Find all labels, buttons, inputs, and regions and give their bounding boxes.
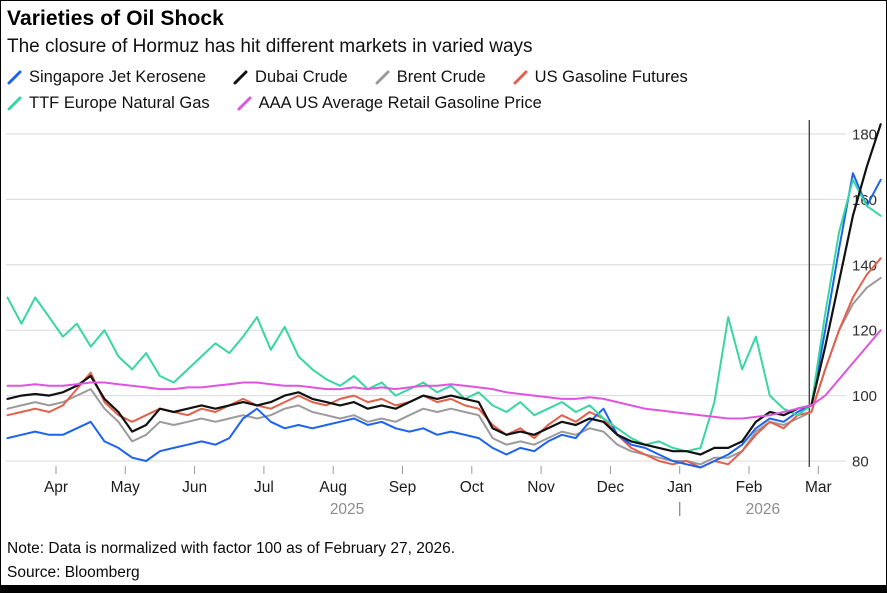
x-axis-label: May [111,479,141,496]
line-chart: 80 100 120 140 160 180 Apr May Jun Jul Aug Sep Oct No… [6,120,886,527]
x-axis-label: Aug [319,479,347,496]
year-label: 2026 [746,501,780,518]
x-axis-label: Nov [527,479,555,496]
chart-note: Note: Data is normalized with factor 100… [7,540,456,557]
y-axis-label: 80 [852,454,869,471]
x-axis-label: Jan [667,479,692,496]
series-line-aaa-us-average-retail-gasoline-price [6,329,882,420]
x-axis-label: Mar [805,479,832,496]
legend-label: TTF Europe Natural Gas [29,94,210,112]
x-axis-label: Dec [597,479,625,496]
legend-label: Brent Crude [396,68,486,86]
chart-subtitle: The closure of Hormuz has hit different … [7,36,533,57]
series-line-ttf-europe-natural-gas [6,178,882,453]
y-axis-label: 120 [852,323,877,340]
footer: Note: Data is normalized with factor 100… [7,537,886,585]
year-label: 2025 [330,501,364,518]
legend-line-swatch-icon [375,70,390,85]
x-axis-label: Jun [182,479,207,496]
legend-line-swatch-icon [233,70,248,85]
legend-label: US Gasoline Futures [534,68,688,86]
legend-row-2: TTF Europe Natural Gas AAA US Average Ret… [7,94,886,113]
bottom-bar [1,585,886,592]
series-line-dubai-crude [6,123,882,456]
series-line-us-gasoline-futures [6,257,882,469]
y-axis-label: 100 [852,388,877,405]
legend-item-brent-crude: Brent Crude [375,68,486,87]
x-axis-label: Apr [44,479,68,496]
legend-line-swatch-icon [513,70,528,85]
legend-item-dubai-crude: Dubai Crude [233,68,348,87]
legend-line-swatch-icon [7,70,22,85]
x-axis-label: Sep [389,479,417,496]
legend: Singapore Jet Kerosene Dubai Crude Brent C… [7,68,886,113]
legend-item-singapore-jet-kerosene: Singapore Jet Kerosene [7,68,206,87]
legend-item-us-gasoline-futures: US Gasoline Futures [513,68,688,87]
x-axis-label: Feb [736,479,763,496]
legend-line-swatch-icon [7,96,22,111]
legend-item-aaa-us-average-retail-gasoline-price: AAA US Average Retail Gasoline Price [237,94,542,113]
legend-item-ttf-europe-natural-gas: TTF Europe Natural Gas [7,94,210,113]
series-line-singapore-jet-kerosene [6,172,882,469]
y-axis-label: 180 [852,127,877,144]
series-line-brent-crude [6,276,882,466]
header: Varieties of Oil Shock The closure of Ho… [6,7,886,58]
legend-label: Singapore Jet Kerosene [29,68,207,86]
chart-source: Source: Bloomberg [7,564,140,582]
chart-title: Varieties of Oil Shock [7,7,224,30]
legend-line-swatch-icon [237,96,252,111]
legend-row-1: Singapore Jet Kerosene Dubai Crude Brent C… [7,68,886,87]
x-axis-label: Oct [460,479,485,496]
legend-label: Dubai Crude [255,68,348,86]
legend-label: AAA US Average Retail Gasoline Price [258,94,542,112]
x-axis-label: Jul [254,479,274,496]
